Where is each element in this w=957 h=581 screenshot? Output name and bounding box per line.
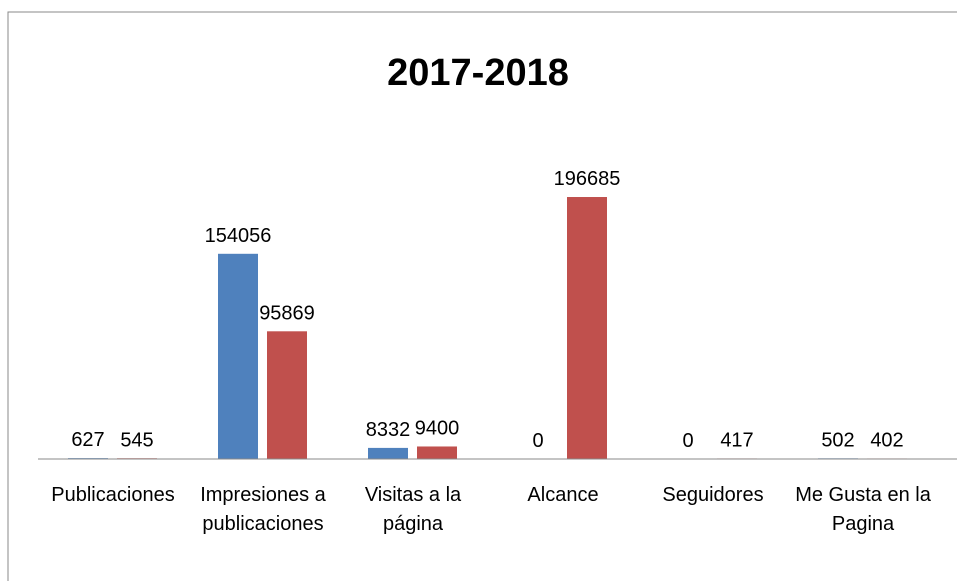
data-label: 417 xyxy=(720,429,753,451)
bar xyxy=(218,253,258,459)
data-label: 9400 xyxy=(415,417,460,439)
bar xyxy=(267,331,307,459)
x-tick-label: Publicaciones xyxy=(51,484,175,506)
data-label: 95869 xyxy=(259,302,315,324)
data-label: 627 xyxy=(71,429,104,451)
x-tick-label: Impresiones a publicaciones xyxy=(200,484,326,535)
chart-title: 2017-2018 xyxy=(387,52,569,94)
data-label: 0 xyxy=(532,430,543,452)
bar xyxy=(567,197,607,460)
data-label: 196685 xyxy=(554,168,621,190)
x-tick-label: Me Gusta en la Pagina xyxy=(795,484,931,535)
x-tick-label: Seguidores xyxy=(662,484,764,506)
bar xyxy=(368,447,408,459)
data-label: 154056 xyxy=(205,225,272,247)
chart-border xyxy=(7,11,957,581)
x-tick-label: Alcance xyxy=(527,484,599,506)
bar xyxy=(417,446,457,459)
data-label: 545 xyxy=(120,429,153,451)
data-label: 502 xyxy=(821,429,854,451)
x-tick-label: Visitas a la página xyxy=(364,484,462,535)
data-label: 0 xyxy=(682,430,693,452)
data-label: 402 xyxy=(870,429,903,451)
data-label: 8332 xyxy=(366,419,411,441)
